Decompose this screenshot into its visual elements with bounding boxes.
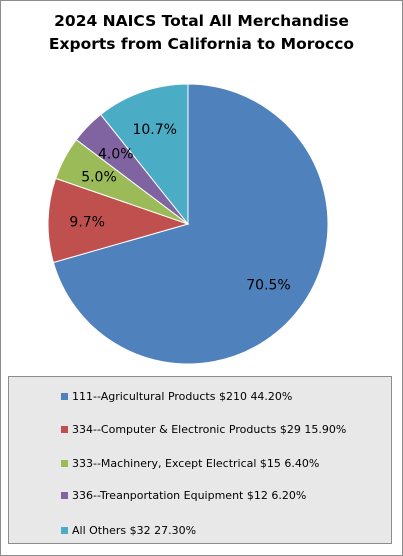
legend-label-computer-electronic: 334--Computer & Electronic Products $29 … xyxy=(72,423,347,436)
chart-title-line-1: 2024 NAICS Total All Merchandise xyxy=(54,12,349,30)
legend-swatch-machinery xyxy=(61,460,68,467)
pie-chart: 70.5% 9.7% 5.0% 4.0% 10.7% xyxy=(47,83,329,365)
legend-label-all-others: All Others $32 27.30% xyxy=(72,524,197,537)
slice-all-others xyxy=(100,83,189,226)
legend-label-agricultural: 111--Agricultural Products $210 44.20% xyxy=(72,390,293,403)
slice-machinery-label: 5.0% xyxy=(81,170,117,186)
legend-item-machinery: 333--Machinery, Except Electrical $15 6.… xyxy=(61,457,319,471)
legend-item-computer-electronic: 334--Computer & Electronic Products $29 … xyxy=(61,423,346,437)
legend: 111--Agricultural Products $210 44.20% 3… xyxy=(8,376,392,544)
slice-agricultural xyxy=(52,83,329,365)
slice-computer-electronic-label: 9.7% xyxy=(69,214,105,230)
slice-all-others-label: 10.7% xyxy=(132,122,176,138)
legend-item-transportation: 336--Treanportation Equipment $12 6.20% xyxy=(61,489,306,503)
legend-swatch-all-others xyxy=(61,527,68,534)
legend-label-machinery: 333--Machinery, Except Electrical $15 6.… xyxy=(72,457,320,470)
legend-swatch-agricultural xyxy=(61,393,68,400)
legend-swatch-transportation xyxy=(61,492,68,499)
legend-swatch-computer-electronic xyxy=(61,426,68,433)
legend-item-agricultural: 111--Agricultural Products $210 44.20% xyxy=(61,390,292,404)
legend-label-transportation: 336--Treanportation Equipment $12 6.20% xyxy=(72,489,307,502)
slice-computer-electronic xyxy=(47,177,190,264)
chart-title-line-2: Exports from California to Morocco xyxy=(48,35,355,53)
slice-transportation-label: 4.0% xyxy=(98,147,134,163)
legend-item-all-others: All Others $32 27.30% xyxy=(61,524,196,538)
slice-agricultural-label: 70.5% xyxy=(246,278,290,294)
chart-title: 2024 NAICS Total All Merchandise Exports… xyxy=(0,10,403,56)
